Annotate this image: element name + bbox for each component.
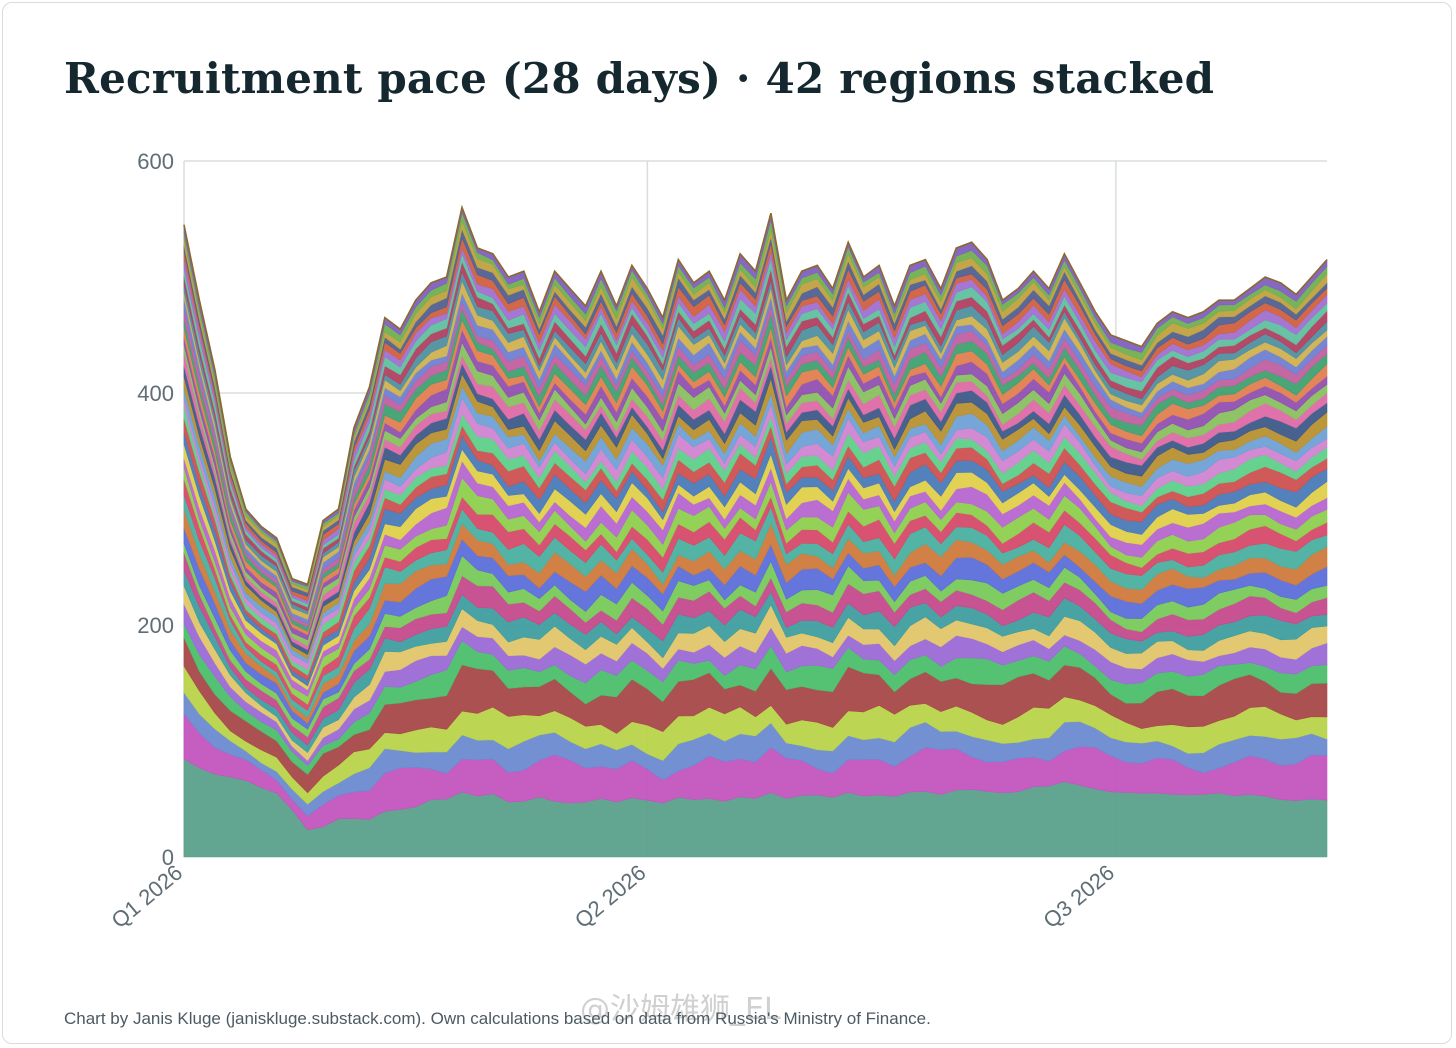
- x-tick-label: Q1 2026: [106, 860, 187, 933]
- y-tick-label: 0: [162, 845, 174, 870]
- x-tick-label: Q3 2026: [1038, 860, 1119, 933]
- y-tick-label: 200: [137, 613, 174, 638]
- y-tick-label: 600: [137, 149, 174, 174]
- chart-title: Recruitment pace (28 days) · 42 regions …: [64, 54, 1215, 103]
- chart-source-note: Chart by Janis Kluge (janiskluge.substac…: [64, 1009, 931, 1028]
- watermark: @沙姆雄狮_EL: [580, 992, 781, 1027]
- y-tick-label: 400: [137, 381, 174, 406]
- area-series: [183, 204, 1328, 858]
- stack-top-outline: [183, 204, 1328, 586]
- x-tick-label: Q2 2026: [570, 860, 651, 933]
